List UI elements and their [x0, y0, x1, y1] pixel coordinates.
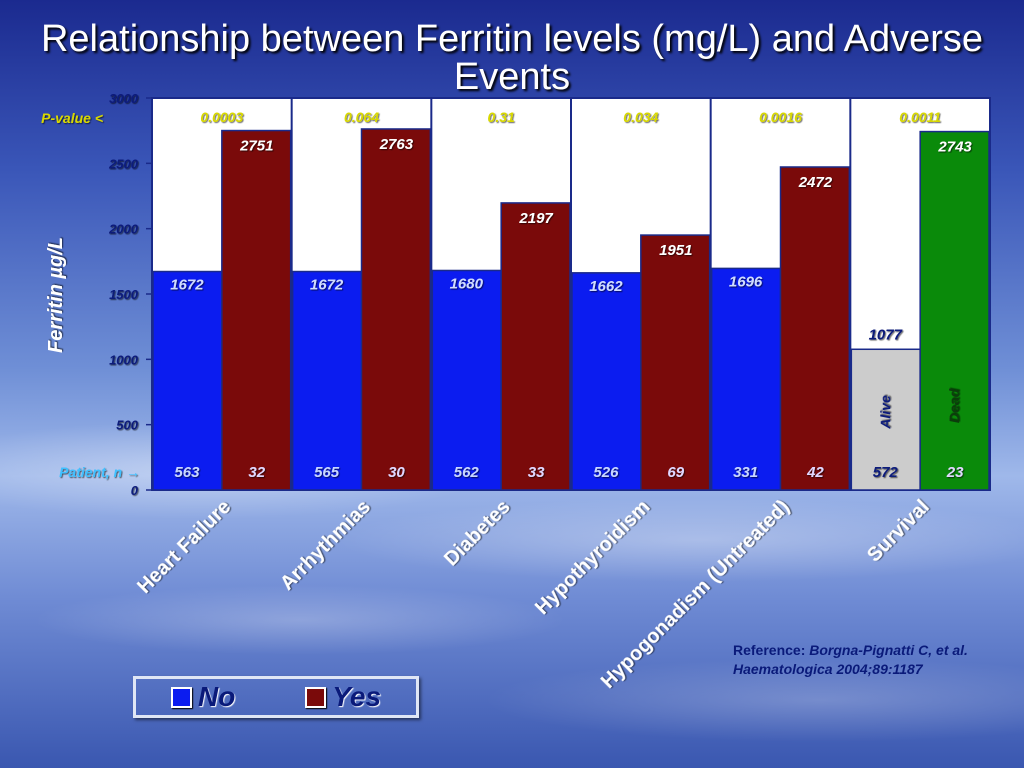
y-axis-label: Ferritin µg/L	[45, 237, 67, 353]
reference-citation: Borgna-Pignatti C, et al. Haematologica …	[733, 642, 968, 677]
patient-row-label: Patient, n →	[59, 464, 140, 480]
value-label-no: 1696	[729, 273, 763, 290]
bar-yes	[360, 128, 432, 491]
dead-label: Dead	[946, 388, 962, 423]
legend-item-yes: Yes	[305, 681, 381, 713]
value-label-no: 1672	[310, 277, 344, 294]
legend-swatch-no	[170, 686, 192, 708]
category-label: Hypothyroidism	[531, 496, 654, 619]
bar-no	[571, 272, 642, 491]
y-tick-label: 500	[116, 418, 138, 433]
patient-count-yes: 32	[248, 464, 265, 481]
y-tick-label: 3000	[109, 91, 139, 106]
reference-note: Reference: Borgna-Pignatti C, et al. Hae…	[733, 641, 973, 679]
patient-count-no: 331	[733, 464, 758, 481]
bar-yes	[221, 129, 292, 491]
value-label-no: 1662	[589, 278, 623, 295]
bar-yes	[919, 130, 990, 491]
patient-count-no: 565	[314, 464, 340, 481]
value-label-yes: 2197	[518, 210, 553, 227]
legend-item-no: No	[170, 681, 236, 713]
value-label-yes: 2472	[798, 174, 833, 191]
reference-prefix: Reference:	[733, 642, 810, 658]
category-label: Arrhythmias	[276, 496, 375, 595]
value-label-yes: 1951	[659, 242, 692, 259]
bar-no	[850, 348, 921, 491]
category-label: Heart Failure	[133, 496, 235, 598]
bar-yes	[640, 234, 711, 491]
bar-no	[431, 269, 502, 491]
p-value-label: 0.034	[623, 109, 658, 125]
bar-yes	[500, 202, 571, 491]
p-value-label: 0.0003	[200, 109, 243, 125]
category-dividers	[146, 97, 852, 491]
category-label: Survival	[863, 496, 934, 567]
bars	[152, 128, 990, 491]
bar-no	[710, 267, 782, 491]
p-value-label: 0.31	[488, 109, 515, 125]
bar-no	[291, 270, 363, 491]
y-tick-label: 0	[131, 483, 139, 498]
value-label-no: 1077	[869, 326, 903, 343]
bar-no	[152, 270, 223, 491]
p-value-label: 0.0016	[759, 109, 802, 125]
value-label-no: 1672	[170, 277, 204, 294]
value-label-yes: 2743	[937, 139, 972, 156]
patient-count-yes: 30	[388, 464, 405, 481]
bar-yes	[779, 166, 851, 491]
alive-label: Alive	[877, 395, 893, 430]
y-tick-label: 2500	[108, 156, 139, 171]
patient-count-no: 563	[174, 464, 200, 481]
value-label-no: 1680	[450, 275, 484, 292]
legend: No Yes	[133, 676, 419, 718]
patient-count-no: 572	[873, 464, 899, 481]
legend-swatch-yes	[305, 686, 327, 708]
p-value-row-label: P-value <	[41, 110, 103, 126]
legend-label-no: No	[197, 681, 236, 712]
patient-count-yes: 69	[667, 464, 684, 481]
p-value-label: 0.064	[344, 109, 379, 125]
patient-count-yes: 42	[806, 464, 824, 481]
p-value-label: 0.0011	[899, 109, 941, 125]
value-label-yes: 2751	[239, 138, 273, 155]
patient-count-no: 526	[593, 464, 619, 481]
y-tick-label: 1500	[109, 287, 139, 302]
patient-count-yes: 23	[946, 464, 964, 481]
patient-count-no: 562	[454, 464, 480, 481]
value-label-yes: 2763	[379, 136, 414, 153]
y-tick-label: 1000	[109, 352, 139, 367]
y-tick-label: 2000	[108, 222, 139, 237]
patient-count-yes: 33	[528, 464, 545, 481]
category-label: Diabetes	[440, 496, 515, 571]
slide-title: Relationship between Ferritin levels (mg…	[40, 18, 984, 98]
legend-label-yes: Yes	[332, 681, 382, 712]
